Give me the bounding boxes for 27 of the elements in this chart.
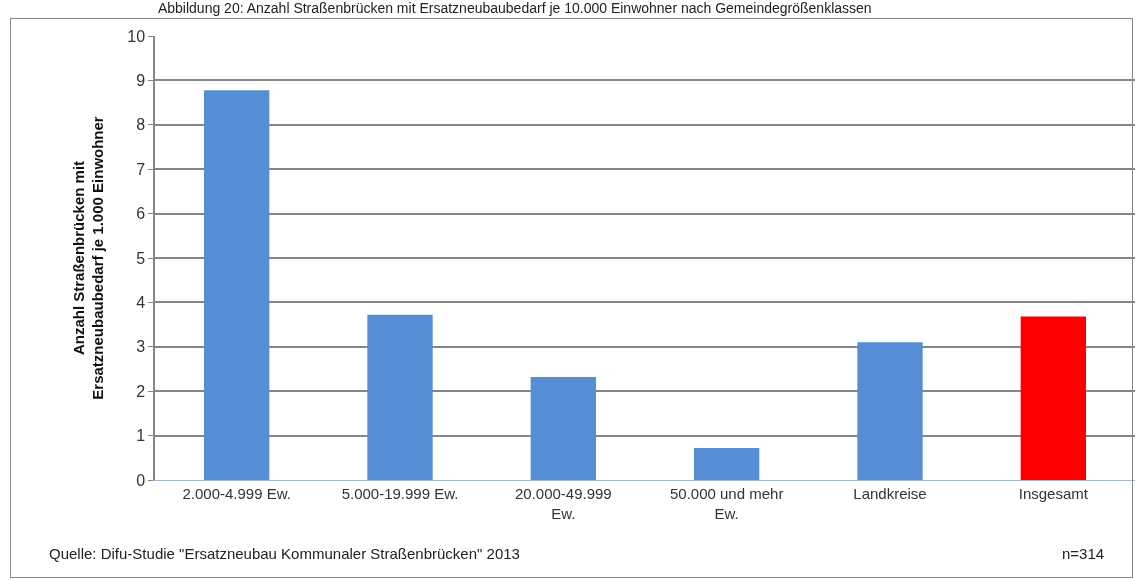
y-tick-label: 4	[136, 294, 146, 311]
y-tick-label: 6	[136, 205, 146, 223]
y-tick-label: 8	[136, 116, 146, 134]
x-tick-label: 2.000-4.999 Ew.	[182, 485, 291, 502]
y-tick-label: 0	[136, 471, 146, 489]
chart-title: Abbildung 20: Anzahl Straßenbrücken mit Ersatzneubaubedarf je 10.000 Einwohner nach Gemeindegrößenklassen	[157, 0, 872, 16]
y-tick-label: 2	[136, 382, 146, 400]
bar	[530, 376, 596, 480]
y-tick-label: 3	[136, 338, 146, 356]
x-tick-label: Landkreise	[853, 485, 927, 502]
x-tick-label: 50.000 und mehr Ew.	[669, 485, 784, 522]
text: n=314	[1062, 545, 1105, 562]
bar	[204, 90, 270, 480]
x-tick-label: Insgesamt	[1018, 485, 1089, 502]
bar	[1020, 316, 1086, 480]
bar	[367, 314, 433, 480]
x-tick-label: 5.000-19.999 Ew.	[341, 485, 459, 502]
x-tick-label: 20.000-49.999 Ew.	[514, 485, 612, 522]
bar	[694, 448, 760, 480]
y-axis-title: Anzahl Straßenbrücken mit Ersatzneubaubedarf je 1.000 Einwohner	[69, 116, 106, 400]
source-note: Quelle: Difu-Studie "Ersatzneubau Kommunaler Straßenbrücken" 2013	[49, 545, 520, 562]
bar	[857, 342, 923, 480]
y-tick-label: 7	[136, 160, 146, 178]
y-tick-label: 1	[136, 427, 146, 445]
y-tick-label: 5	[136, 249, 146, 267]
y-tick-label: 10	[127, 27, 146, 45]
y-tick-label: 9	[136, 72, 146, 89]
